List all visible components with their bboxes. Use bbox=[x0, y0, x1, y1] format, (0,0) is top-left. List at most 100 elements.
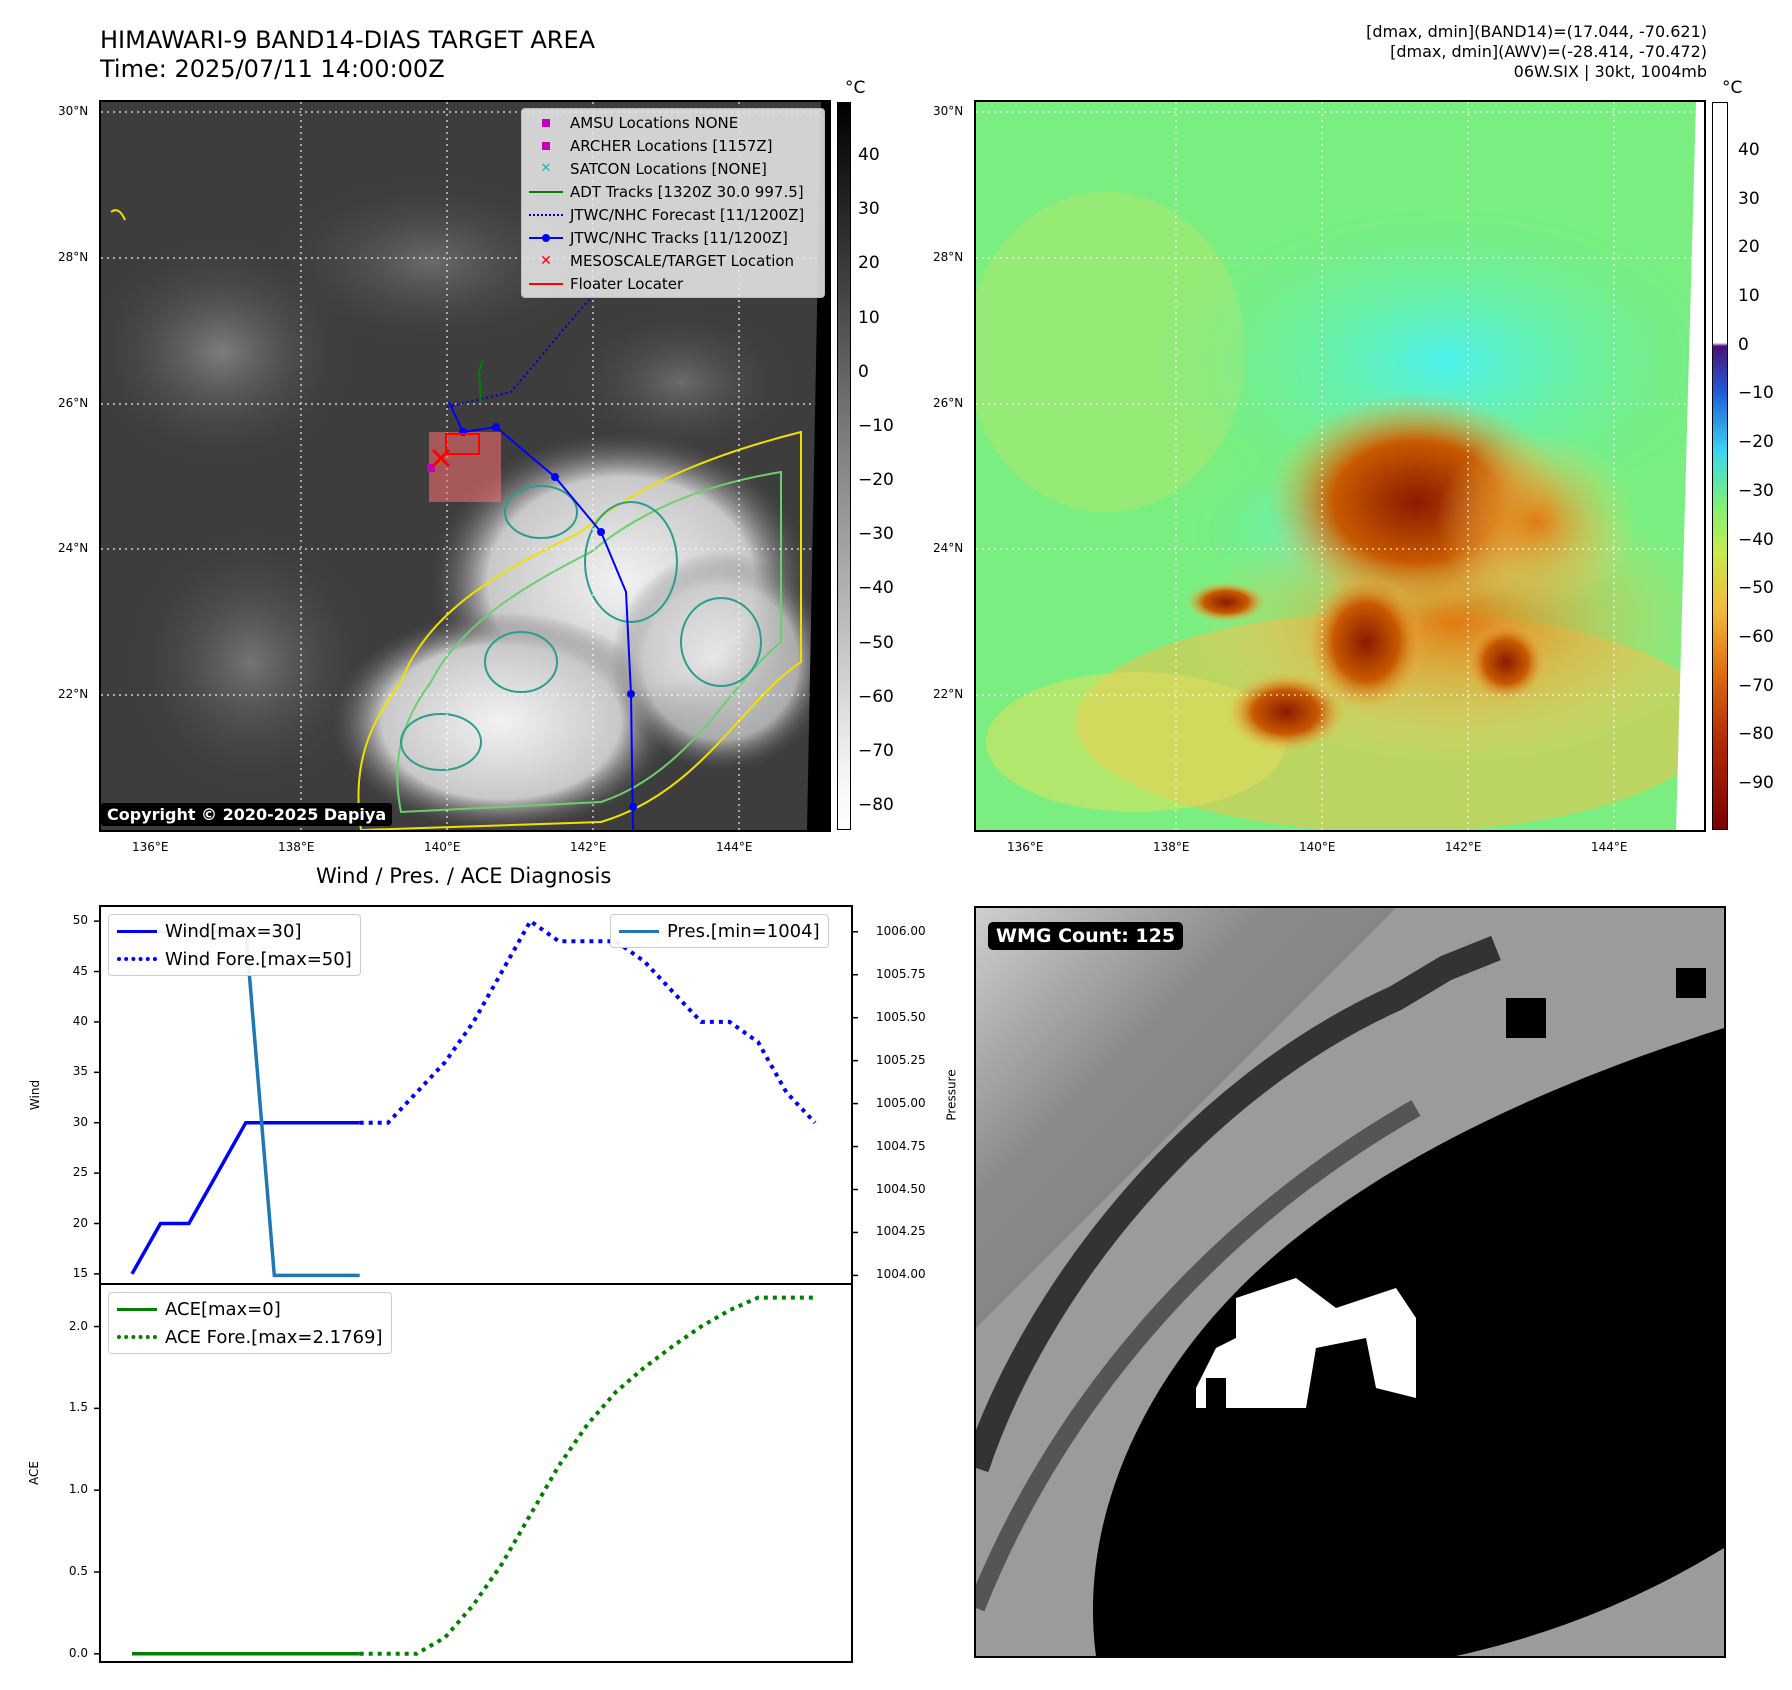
ir-colorbar-tick: 20 bbox=[858, 253, 880, 274]
ir-lat-tick: 30°N bbox=[58, 104, 89, 118]
ir-colorbar-tick: −50 bbox=[858, 632, 894, 653]
wind-tick: 30 bbox=[72, 1114, 88, 1129]
legend-item: Pres.[min=1004] bbox=[611, 917, 828, 945]
legend-item: Floater Locater bbox=[522, 272, 824, 295]
awv-satellite-image bbox=[976, 102, 1704, 830]
dotted-line-icon bbox=[109, 957, 165, 961]
awv-satellite-panel bbox=[974, 100, 1706, 832]
legend-label: Floater Locater bbox=[570, 274, 684, 293]
ir-colorbar-unit: °C bbox=[845, 78, 866, 98]
ir-colorbar-tick: 10 bbox=[858, 307, 880, 328]
legend-label: SATCON Locations [NONE] bbox=[570, 159, 767, 178]
awv-colorbar-tick: 30 bbox=[1738, 188, 1760, 209]
awv-colorbar-tick: −20 bbox=[1738, 432, 1774, 453]
awv-lat-tick: 22°N bbox=[933, 687, 964, 701]
awv-colorbar-tick: −30 bbox=[1738, 480, 1774, 501]
ir-lat-tick: 26°N bbox=[58, 396, 89, 410]
figure-title: HIMAWARI-9 BAND14-DIAS TARGET AREA Time: … bbox=[100, 26, 595, 84]
pressure-tick: 1005.50 bbox=[876, 1009, 926, 1024]
ace-tick: 2.0 bbox=[68, 1318, 88, 1333]
ace-axis-label: ACE bbox=[26, 1461, 41, 1485]
wind-tick: 50 bbox=[72, 913, 88, 928]
legend-item: ADT Tracks [1320Z 30.0 997.5] bbox=[522, 180, 824, 203]
pressure-legend: Pres.[min=1004] bbox=[610, 914, 829, 948]
series-line-1 bbox=[359, 1295, 815, 1656]
ir-lon-tick: 140°E bbox=[424, 840, 461, 854]
ir-satellite-panel: AMSU Locations NONE ARCHER Locations [11… bbox=[99, 100, 831, 832]
pressure-tick: 1004.50 bbox=[876, 1181, 926, 1196]
awv-lat-tick: 24°N bbox=[933, 541, 964, 555]
legend-item: ACE[max=0] bbox=[109, 1295, 391, 1323]
info-line-3: 06W.SIX | 30kt, 1004mb bbox=[1513, 62, 1707, 81]
solid-line-icon bbox=[611, 929, 667, 933]
wmg-image bbox=[976, 908, 1724, 1656]
legend-item: Wind Fore.[max=50] bbox=[109, 945, 360, 973]
awv-colorbar-tick: −40 bbox=[1738, 529, 1774, 550]
legend-item: Wind[max=30] bbox=[109, 917, 360, 945]
awv-lat-tick: 30°N bbox=[933, 104, 964, 118]
legend-item: JTWC/NHC Forecast [11/1200Z] bbox=[522, 203, 824, 226]
wind-tick: 25 bbox=[72, 1165, 88, 1180]
legend-item: JTWC/NHC Tracks [11/1200Z] bbox=[522, 226, 824, 249]
square-marker-icon bbox=[522, 141, 570, 150]
ir-lat-tick: 22°N bbox=[58, 687, 89, 701]
awv-colorbar-tick: −70 bbox=[1738, 675, 1774, 696]
awv-colorbar-tick: 20 bbox=[1738, 237, 1760, 258]
diagnosis-title: Wind / Pres. / ACE Diagnosis bbox=[316, 864, 612, 888]
legend-item: ACE Fore.[max=2.1769] bbox=[109, 1323, 391, 1351]
pressure-tick: 1004.25 bbox=[876, 1224, 926, 1239]
legend-label: ADT Tracks [1320Z 30.0 997.5] bbox=[570, 182, 804, 201]
awv-colorbar-tick: −50 bbox=[1738, 578, 1774, 599]
legend-item: ✕ SATCON Locations [NONE] bbox=[522, 157, 824, 180]
pressure-tick: 1005.75 bbox=[876, 966, 926, 981]
ir-lon-tick: 138°E bbox=[278, 840, 315, 854]
ir-colorbar-tick: −40 bbox=[858, 578, 894, 599]
awv-lat-tick: 28°N bbox=[933, 250, 964, 264]
awv-lon-tick: 142°E bbox=[1445, 840, 1482, 854]
ir-lon-tick: 144°E bbox=[716, 840, 753, 854]
dotted-line-icon bbox=[109, 1335, 165, 1339]
wmg-count-badge: WMG Count: 125 bbox=[988, 922, 1184, 950]
ace-tick: 1.5 bbox=[68, 1400, 88, 1415]
awv-colorbar bbox=[1712, 102, 1728, 830]
legend-item: ✕ MESOSCALE/TARGET Location bbox=[522, 249, 824, 272]
ir-legend: AMSU Locations NONE ARCHER Locations [11… bbox=[521, 108, 825, 298]
pressure-axis-label: Pressure bbox=[944, 1069, 959, 1121]
line-dot-icon bbox=[522, 233, 570, 242]
ir-colorbar-tick: −70 bbox=[858, 740, 894, 761]
awv-colorbar-tick: −10 bbox=[1738, 383, 1774, 404]
copyright-badge: Copyright © 2020-2025 Dapiya bbox=[101, 803, 393, 826]
legend-label: ACE[max=0] bbox=[165, 1298, 281, 1320]
ir-colorbar-tick: 40 bbox=[858, 145, 880, 165]
ir-colorbar bbox=[837, 102, 851, 830]
pressure-tick: 1006.00 bbox=[876, 923, 926, 938]
awv-colorbar-tick: −60 bbox=[1738, 626, 1774, 647]
legend-label: Pres.[min=1004] bbox=[667, 920, 820, 942]
x-marker-icon: ✕ bbox=[540, 161, 552, 176]
legend-item: ARCHER Locations [1157Z] bbox=[522, 134, 824, 157]
legend-label: Wind Fore.[max=50] bbox=[165, 948, 352, 970]
wind-axis-label: Wind bbox=[28, 1079, 43, 1111]
series-line-2 bbox=[132, 930, 360, 1278]
legend-item: AMSU Locations NONE bbox=[522, 111, 824, 134]
solid-line-icon bbox=[109, 1307, 165, 1311]
wind-tick: 35 bbox=[72, 1064, 88, 1079]
solid-line-icon bbox=[109, 929, 165, 933]
ir-colorbar-tick: −30 bbox=[858, 524, 894, 545]
wind-legend: Wind[max=30] Wind Fore.[max=50] bbox=[108, 914, 361, 976]
series-line-0 bbox=[130, 1120, 360, 1275]
wind-tick: 40 bbox=[72, 1013, 88, 1028]
ir-colorbar-tick: −20 bbox=[858, 470, 894, 490]
legend-label: JTWC/NHC Forecast [11/1200Z] bbox=[570, 205, 805, 224]
ace-tick: 0.5 bbox=[68, 1564, 88, 1578]
wind-tick: 15 bbox=[72, 1265, 88, 1280]
awv-colorbar-tick: −90 bbox=[1738, 773, 1774, 793]
ir-lat-tick: 28°N bbox=[58, 250, 89, 264]
storm-info: [dmax, dmin](BAND14)=(17.044, -70.621) [… bbox=[1366, 22, 1707, 82]
info-line-1: [dmax, dmin](BAND14)=(17.044, -70.621) bbox=[1366, 22, 1707, 41]
x-marker-icon: ✕ bbox=[540, 252, 552, 269]
ace-legend: ACE[max=0] ACE Fore.[max=2.1769] bbox=[108, 1292, 392, 1354]
wind-tick: 20 bbox=[72, 1215, 88, 1230]
legend-label: AMSU Locations NONE bbox=[570, 113, 739, 132]
awv-colorbar-tick: 0 bbox=[1738, 334, 1749, 355]
